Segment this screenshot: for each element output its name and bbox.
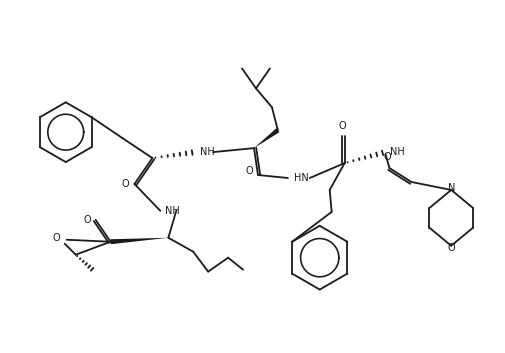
Text: O: O bbox=[383, 152, 390, 162]
Text: NH: NH bbox=[199, 147, 214, 157]
Text: O: O bbox=[245, 166, 252, 176]
Text: NH: NH bbox=[389, 147, 404, 157]
Text: O: O bbox=[84, 215, 91, 225]
Text: N: N bbox=[446, 183, 454, 193]
Text: O: O bbox=[446, 243, 454, 253]
Polygon shape bbox=[110, 238, 168, 244]
Text: O: O bbox=[338, 121, 346, 131]
Polygon shape bbox=[254, 128, 279, 148]
Text: NH: NH bbox=[165, 206, 179, 216]
Text: O: O bbox=[53, 233, 61, 243]
Text: O: O bbox=[121, 179, 129, 189]
Text: HN: HN bbox=[294, 173, 309, 183]
